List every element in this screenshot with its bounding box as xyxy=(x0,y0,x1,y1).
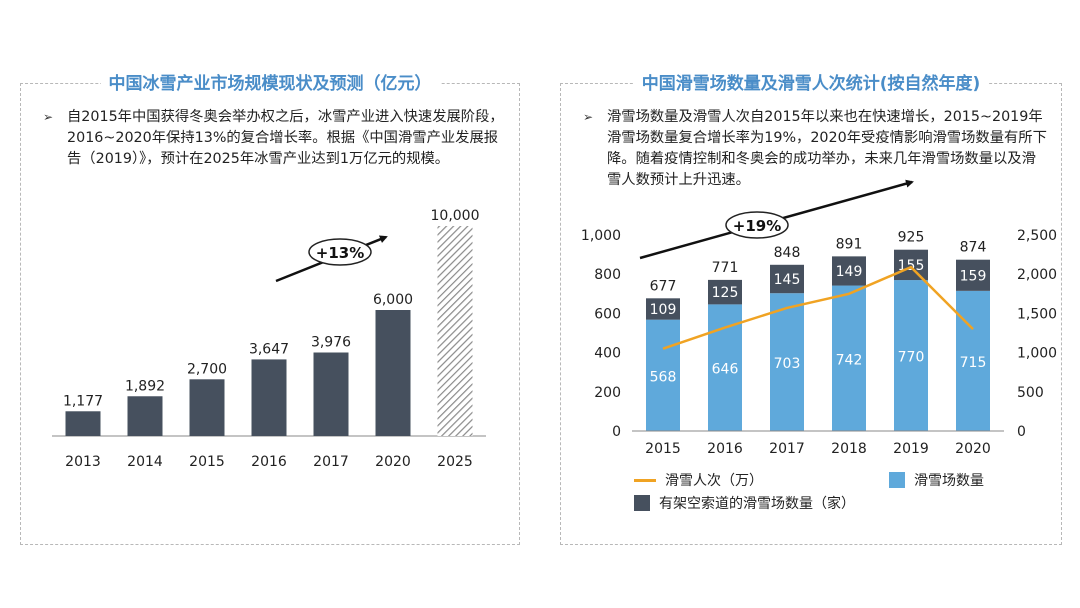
y-right-tick-label: 0 xyxy=(1017,424,1026,440)
market-size-title: 中国冰雪产业市场规模现状及预测（亿元） xyxy=(100,74,440,94)
bar xyxy=(251,359,287,436)
y-right-tick-label: 1,000 xyxy=(1017,346,1057,362)
bar-stack-value: 145 xyxy=(774,272,801,288)
bar-base xyxy=(646,319,680,431)
bar-total-label: 677 xyxy=(650,278,677,294)
ski-resort-panel: 中国滑雪场数量及滑雪人次统计(按自然年度) ➢ 滑雪场数量及滑雪人次自2015年… xyxy=(560,74,1062,545)
growth-label: +13% xyxy=(316,244,364,262)
y-left-tick-label: 1,000 xyxy=(581,228,621,244)
legend-bar-swatch xyxy=(889,472,905,488)
bar-value-label: 3,647 xyxy=(249,341,289,357)
ski-resort-bullet: ➢ 滑雪场数量及滑雪人次自2015年以来也在快速增长，2015~2019年滑雪场… xyxy=(583,107,1047,191)
x-tick-label: 2019 xyxy=(893,441,929,457)
x-tick-label: 2016 xyxy=(251,454,287,470)
x-tick-label: 2016 xyxy=(707,441,743,457)
y-left-tick-label: 0 xyxy=(612,424,621,440)
bar xyxy=(313,352,349,436)
bar xyxy=(437,226,473,436)
market-size-panel: 中国冰雪产业市场规模现状及预测（亿元） ➢ 自2015年中国获得冬奥会举办权之后… xyxy=(20,74,520,545)
bar-base-value: 770 xyxy=(898,350,925,366)
bar-base xyxy=(894,280,928,431)
bar-stack xyxy=(708,279,742,305)
y-left-tick-label: 400 xyxy=(594,346,621,362)
bar-stack xyxy=(646,298,680,320)
bar-value-label: 10,000 xyxy=(431,208,480,224)
y-left-tick-label: 600 xyxy=(594,306,621,322)
legend-line-label: 滑雪人次（万） xyxy=(665,473,763,489)
legend-stack-label: 有架空索道的滑雪场数量（家） xyxy=(659,496,855,512)
bar-value-label: 6,000 xyxy=(373,292,413,308)
y-left-tick-label: 200 xyxy=(594,385,621,401)
bar-stack xyxy=(894,249,928,281)
bar-base xyxy=(770,293,804,431)
x-tick-label: 2015 xyxy=(189,454,225,470)
bar-stack-value: 125 xyxy=(712,285,739,301)
market-size-bullet: ➢ 自2015年中国获得冬奥会举办权之后，冰雪产业进入快速发展阶段，2016~2… xyxy=(43,107,505,170)
legend-bar-label: 滑雪场数量 xyxy=(914,473,984,489)
y-right-tick-label: 2,500 xyxy=(1017,228,1057,244)
line-series xyxy=(662,265,974,350)
bar-total-label: 874 xyxy=(960,240,987,256)
bar-value-label: 3,976 xyxy=(311,335,351,351)
x-tick-label: 2014 xyxy=(127,454,163,470)
x-tick-label: 2017 xyxy=(769,441,805,457)
bar-value-label: 1,892 xyxy=(125,378,165,394)
y-right-tick-label: 2,000 xyxy=(1017,267,1057,283)
bar-stack xyxy=(770,264,804,294)
x-tick-label: 2020 xyxy=(955,441,991,457)
bar-base xyxy=(708,304,742,431)
bar-stack-value: 159 xyxy=(960,268,987,284)
growth-badge xyxy=(725,211,789,239)
market-size-chart: 1,177 2013 1,892 2014 2,700 2015 3,647 2016 3,97… xyxy=(52,208,486,470)
market-size-description: 自2015年中国获得冬奥会举办权之后，冰雪产业进入快速发展阶段，2016~202… xyxy=(67,109,504,167)
x-tick-label: 2018 xyxy=(831,441,867,457)
bar-total-label: 771 xyxy=(712,260,739,276)
bar-total-label: 925 xyxy=(898,230,925,246)
ski-resort-description: 滑雪场数量及滑雪人次自2015年以来也在快速增长，2015~2019年滑雪场数量… xyxy=(607,109,1047,188)
bar-stack xyxy=(956,259,990,291)
bar-base-value: 646 xyxy=(712,362,739,378)
legend-line-swatch xyxy=(634,478,656,482)
ski-resort-chart: 0 200 400 600 800 1,000 0 500 1,000 1,500 2,000 2,5… xyxy=(581,179,1057,457)
bar xyxy=(189,379,225,436)
bar-base-value: 568 xyxy=(650,369,677,385)
legend-stack-swatch xyxy=(634,495,650,511)
bar-base-value: 742 xyxy=(836,352,863,368)
bar-total-label: 891 xyxy=(836,236,863,252)
bar xyxy=(375,310,411,436)
bar-base-value: 703 xyxy=(774,356,801,372)
ski-resort-title: 中国滑雪场数量及滑雪人次统计(按自然年度) xyxy=(633,74,989,94)
bullet-arrow-icon: ➢ xyxy=(583,110,594,124)
legend-item-stack: 有架空索道的滑雪场数量（家） xyxy=(634,493,855,513)
bar-stack xyxy=(832,256,866,286)
bar-total-label: 848 xyxy=(774,245,801,261)
growth-label: +19% xyxy=(733,217,781,235)
growth-badge xyxy=(308,238,372,266)
bar xyxy=(65,411,101,436)
x-tick-label: 2020 xyxy=(375,454,411,470)
bar-base xyxy=(956,290,990,431)
bullet-arrow-icon: ➢ xyxy=(43,110,54,124)
bar-stack-value: 109 xyxy=(650,302,677,318)
bar-stack-value: 149 xyxy=(836,264,863,280)
legend-item-line: 滑雪人次（万） xyxy=(634,470,763,490)
x-tick-label: 2017 xyxy=(313,454,349,470)
x-tick-label: 2013 xyxy=(65,454,101,470)
x-tick-label: 2025 xyxy=(437,454,473,470)
x-tick-label: 2015 xyxy=(645,441,681,457)
bar xyxy=(127,396,163,436)
y-left-tick-label: 800 xyxy=(594,267,621,283)
bar-base xyxy=(832,285,866,431)
y-right-tick-label: 500 xyxy=(1017,385,1044,401)
legend-item-bar: 滑雪场数量 xyxy=(889,470,984,490)
bar-base-value: 715 xyxy=(960,355,987,371)
y-right-tick-label: 1,500 xyxy=(1017,306,1057,322)
bar-value-label: 1,177 xyxy=(63,393,103,409)
bar-value-label: 2,700 xyxy=(187,361,227,377)
